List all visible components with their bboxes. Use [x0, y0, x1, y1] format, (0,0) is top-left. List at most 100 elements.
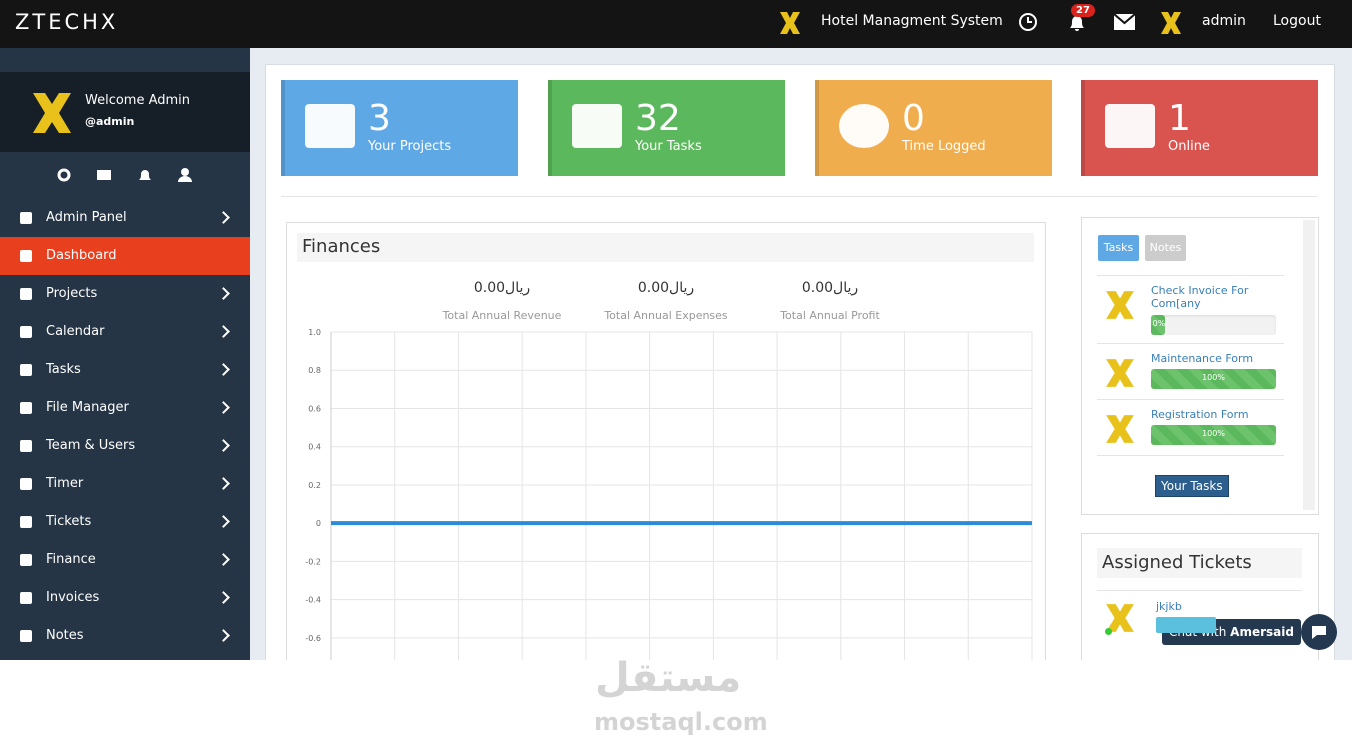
menu-item[interactable]: Team & Users: [46, 438, 136, 453]
avatar-shape: [1106, 604, 1134, 632]
tab[interactable]: Notes: [1145, 235, 1186, 261]
bell-icon[interactable]: [139, 170, 151, 180]
menu-icon: [20, 364, 32, 376]
menu-item[interactable]: Timer: [46, 476, 84, 491]
total-label: Total Annual Expenses: [604, 309, 728, 322]
menu-icon: [20, 516, 32, 528]
ticket-divider: [1097, 590, 1302, 591]
menu-item[interactable]: Projects: [46, 286, 98, 301]
clock-icon[interactable]: [1018, 12, 1038, 32]
stat-icon: [305, 104, 355, 148]
sidebar-icons: [57, 168, 192, 182]
chat-name: Amersaid: [1230, 625, 1294, 639]
menu-icon: [20, 478, 32, 490]
footer: [0, 660, 1352, 755]
menu-item[interactable]: Calendar: [46, 324, 105, 339]
user-icon-body: [178, 176, 192, 182]
divider: [281, 196, 1318, 197]
y-tick-label: 0.6: [308, 404, 321, 413]
menu-item[interactable]: Notes: [46, 628, 84, 643]
avatar-shape: [1106, 415, 1134, 443]
system-name[interactable]: Hotel Managment System: [821, 13, 1003, 29]
stat-value: 0: [902, 98, 925, 139]
brand[interactable]: ZTECHX: [15, 10, 119, 34]
progress-bar: [1151, 369, 1276, 389]
logo-icon: [780, 12, 800, 34]
scrollbar[interactable]: [1303, 220, 1315, 510]
stat-label: Your Projects: [368, 139, 452, 154]
chat-icon[interactable]: [1299, 614, 1339, 650]
task-divider: [1097, 343, 1284, 344]
menu-icon: [20, 592, 32, 604]
progress-track: [1151, 315, 1276, 335]
stat-value: 32: [635, 98, 681, 139]
progress-label: 0%: [1152, 319, 1166, 328]
total-label: Total Annual Profit: [780, 309, 880, 322]
your-tasks-button[interactable]: Your Tasks: [1155, 475, 1229, 497]
stat-value: 3: [368, 98, 391, 139]
menu-icon: [20, 554, 32, 566]
menu-icon: [20, 440, 32, 452]
y-tick-label: -0.4: [305, 596, 321, 605]
avatar-shape: [1106, 291, 1134, 319]
menu-item[interactable]: Tickets: [46, 514, 92, 529]
stat-label: Online: [1168, 139, 1210, 154]
total-label: Total Annual Revenue: [442, 309, 562, 322]
menu-icon: [20, 402, 32, 414]
user-name[interactable]: admin: [1202, 13, 1246, 29]
menu-item[interactable]: Tasks: [46, 362, 81, 377]
menu-item[interactable]: Dashboard: [46, 248, 117, 263]
logout[interactable]: Logout: [1273, 13, 1321, 29]
menu-active-bg: [0, 237, 250, 275]
user-logo: [1161, 12, 1181, 34]
bell-icon[interactable]: [1067, 13, 1087, 33]
progress-label: 100%: [1202, 429, 1225, 438]
menu-item[interactable]: File Manager: [46, 400, 129, 415]
user-icon[interactable]: [181, 168, 189, 176]
progress-bar: [1151, 425, 1276, 445]
username: @admin: [85, 115, 135, 128]
stat-label: Time Logged: [902, 139, 986, 154]
y-tick-label: 0: [316, 519, 321, 528]
tab[interactable]: Tasks: [1098, 235, 1139, 261]
finances-chart: 1.0 0.8 0.6 0.4 0.2 0 -0.2 -0.4 -0.6: [305, 328, 1033, 660]
menu-icon: [20, 630, 32, 642]
mail-icon[interactable]: [1114, 14, 1135, 30]
mail-icon[interactable]: [97, 170, 111, 180]
total-amount: 0.00ريال: [637, 280, 695, 296]
y-tick-label: -0.6: [305, 634, 321, 643]
finances-panel: [286, 222, 1046, 674]
stat-icon: [1105, 104, 1155, 148]
ticket-title[interactable]: jkjkb: [1156, 600, 1182, 613]
menu-item[interactable]: Admin Panel: [46, 210, 127, 225]
watermark-latin: mostaql.com: [594, 708, 768, 736]
menu-icon: [20, 288, 32, 300]
task-title[interactable]: Check Invoice For Com[any: [1151, 284, 1249, 310]
finances-header: [297, 233, 1034, 262]
stat-value: 1: [1168, 98, 1191, 139]
stat-label: Your Tasks: [635, 139, 702, 154]
profile-block: [0, 72, 250, 152]
settings-icon[interactable]: [57, 168, 71, 182]
stat-icon: [839, 104, 889, 148]
progress-bar: [1151, 315, 1165, 335]
menu-icon: [20, 212, 32, 224]
tickets-title: Assigned Tickets: [1102, 552, 1252, 573]
total-amount: 0.00ريال: [473, 280, 531, 296]
task-title[interactable]: Registration Form: [1151, 408, 1249, 421]
y-tick-label: 0.8: [308, 366, 321, 375]
avatar-icon: [1106, 604, 1134, 632]
tickets-header: [1097, 548, 1302, 578]
status-dot: [1105, 628, 1112, 635]
finances-title: Finances: [302, 236, 381, 257]
y-tick-label: -0.2: [305, 557, 321, 566]
avatar: [33, 93, 71, 133]
menu-item[interactable]: Finance: [46, 552, 96, 567]
progress-label: 100%: [1202, 373, 1225, 382]
stat-icon: [572, 104, 622, 148]
task-title[interactable]: Maintenance Form: [1151, 352, 1254, 365]
avatar-icon: [1106, 359, 1134, 387]
y-tick-label: 0.2: [308, 481, 321, 490]
menu-item[interactable]: Invoices: [46, 590, 100, 605]
avatar-icon: [1106, 415, 1134, 443]
